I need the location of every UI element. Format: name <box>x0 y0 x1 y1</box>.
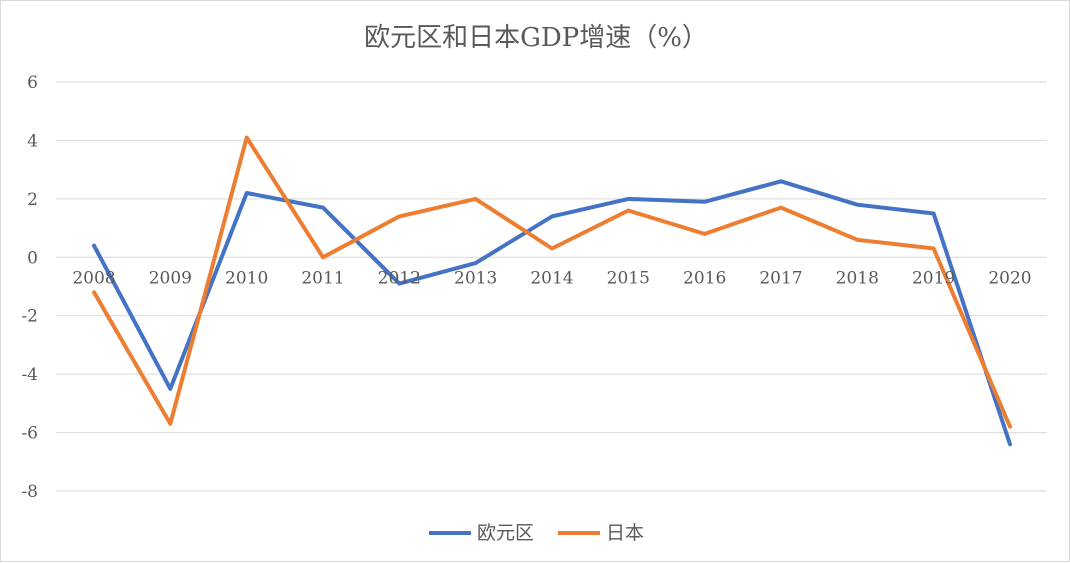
y-tick-label: -2 <box>21 307 38 327</box>
x-tick-label: 2010 <box>225 268 268 288</box>
y-tick-label: 6 <box>27 73 38 93</box>
y-axis-ticks: 6 4 2 0 -2 -4 -6 -8 <box>21 73 38 502</box>
y-tick-label: -8 <box>21 482 38 502</box>
series-line-japan <box>92 135 1012 429</box>
x-tick-label: 2017 <box>759 268 802 288</box>
chart-title: 欧元区和日本GDP增速（%） <box>364 23 708 53</box>
x-tick-label: 2013 <box>454 268 497 288</box>
legend: 欧元区 日本 <box>429 522 644 544</box>
y-tick-label: 2 <box>27 190 38 210</box>
x-tick-label: 2008 <box>72 268 115 288</box>
x-tick-label: 2012 <box>378 268 421 288</box>
x-tick-label: 2011 <box>301 268 344 288</box>
x-tick-label: 2020 <box>988 268 1031 288</box>
x-tick-label: 2014 <box>530 268 573 288</box>
legend-label-euro: 欧元区 <box>477 522 534 544</box>
series-lines <box>92 135 1012 447</box>
x-tick-label: 2019 <box>912 268 955 288</box>
series-line-euro <box>92 179 1012 447</box>
y-tick-label: 0 <box>27 248 38 268</box>
x-axis-ticks: 2008 2009 2010 2011 2012 2013 2014 2015 2016 2017… <box>72 268 1031 288</box>
y-tick-label: -6 <box>21 424 38 444</box>
x-tick-label: 2016 <box>683 268 726 288</box>
x-tick-label: 2018 <box>836 268 879 288</box>
x-tick-label: 2009 <box>149 268 192 288</box>
y-tick-label: -4 <box>21 365 38 385</box>
x-tick-label: 2015 <box>607 268 650 288</box>
legend-label-japan: 日本 <box>606 522 644 544</box>
y-tick-label: 4 <box>27 131 38 151</box>
